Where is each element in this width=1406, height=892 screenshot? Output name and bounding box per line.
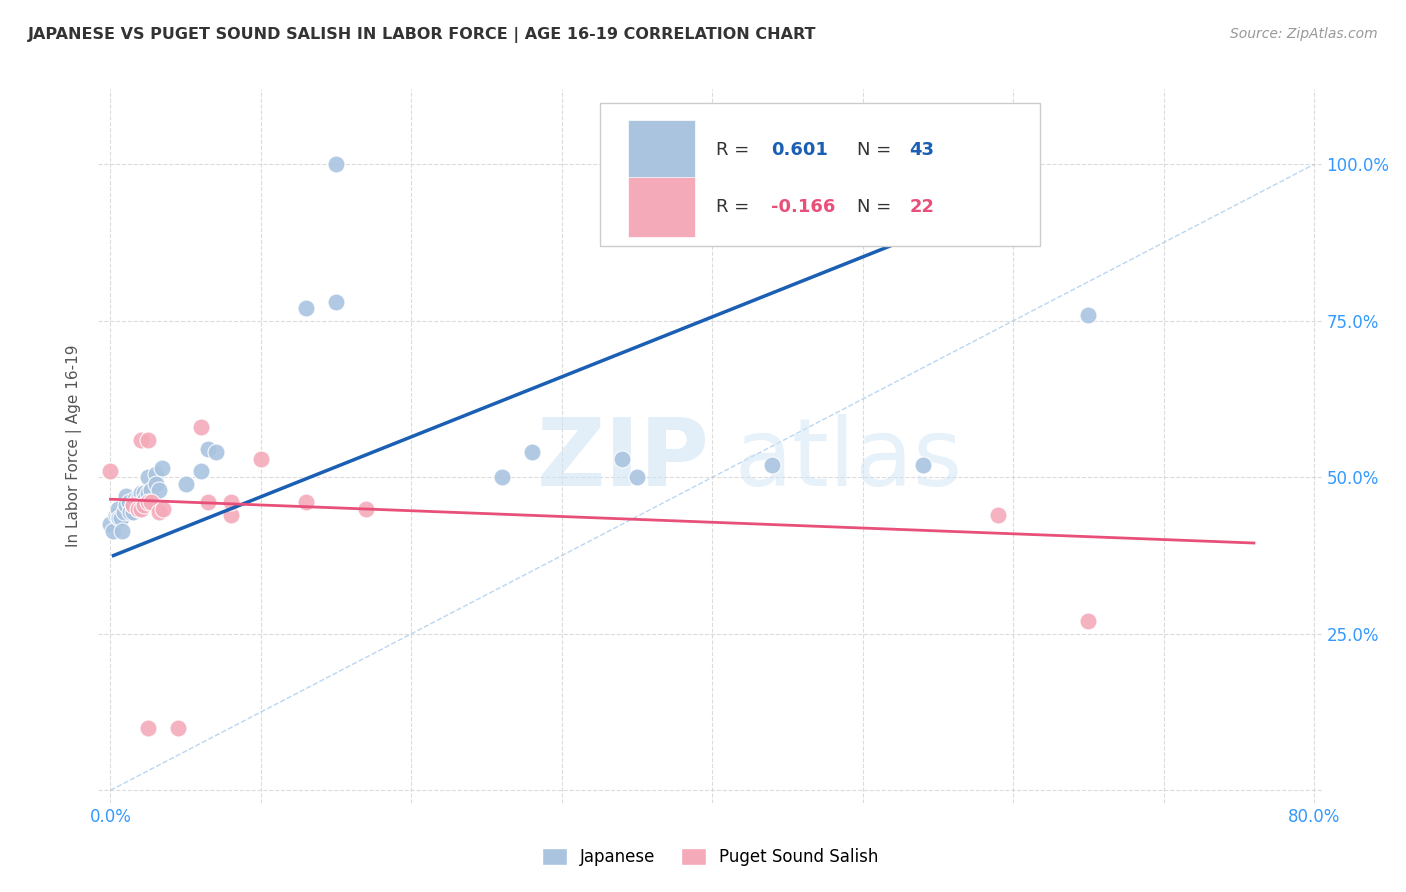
Point: [219, 495, 242, 509]
Text: N =: N =: [856, 198, 897, 216]
FancyBboxPatch shape: [600, 103, 1040, 246]
Point: [117, 495, 139, 509]
Point: [148, 505, 170, 519]
Text: atlas: atlas: [734, 414, 963, 507]
Point: [197, 495, 219, 509]
Point: [148, 483, 170, 497]
Text: -0.166: -0.166: [772, 198, 835, 216]
Point: [136, 495, 159, 509]
Point: [354, 501, 377, 516]
Point: [100, 517, 122, 532]
Point: [127, 501, 149, 516]
Point: [129, 501, 152, 516]
Text: N =: N =: [856, 141, 897, 159]
Point: [626, 470, 648, 484]
Point: [111, 524, 134, 538]
Point: [134, 492, 156, 507]
Point: [295, 495, 318, 509]
Point: [167, 721, 190, 735]
Point: [110, 511, 132, 525]
Point: [204, 445, 226, 459]
Point: [100, 464, 122, 478]
Point: [129, 433, 152, 447]
Point: [107, 508, 129, 522]
Point: [139, 495, 162, 509]
Point: [122, 499, 145, 513]
Point: [127, 492, 149, 507]
Point: [1077, 308, 1099, 322]
Legend: Japanese, Puget Sound Salish: Japanese, Puget Sound Salish: [541, 847, 879, 866]
Point: [114, 499, 136, 513]
Point: [107, 501, 129, 516]
Point: [190, 464, 212, 478]
Point: [129, 501, 152, 516]
Point: [132, 499, 155, 513]
Point: [174, 476, 197, 491]
Point: [122, 505, 145, 519]
Point: [250, 451, 273, 466]
FancyBboxPatch shape: [628, 177, 696, 237]
Point: [129, 486, 152, 500]
Point: [1077, 614, 1099, 628]
Point: [122, 499, 145, 513]
Text: 22: 22: [910, 198, 935, 216]
Point: [295, 301, 318, 316]
Point: [108, 511, 131, 525]
Point: [325, 295, 347, 310]
Y-axis label: In Labor Force | Age 16-19: In Labor Force | Age 16-19: [66, 344, 83, 548]
Point: [103, 524, 125, 538]
Point: [520, 445, 543, 459]
Point: [136, 433, 159, 447]
Text: R =: R =: [716, 198, 755, 216]
Point: [136, 486, 159, 500]
Text: Source: ZipAtlas.com: Source: ZipAtlas.com: [1230, 27, 1378, 41]
Point: [610, 451, 633, 466]
Text: JAPANESE VS PUGET SOUND SALISH IN LABOR FORCE | AGE 16-19 CORRELATION CHART: JAPANESE VS PUGET SOUND SALISH IN LABOR …: [28, 27, 817, 43]
Text: ZIP: ZIP: [537, 414, 710, 507]
Point: [219, 508, 242, 522]
FancyBboxPatch shape: [628, 120, 696, 180]
Point: [139, 483, 162, 497]
Text: 43: 43: [910, 141, 935, 159]
Point: [197, 442, 219, 457]
Point: [136, 470, 159, 484]
Point: [105, 508, 128, 522]
Point: [145, 467, 167, 482]
Point: [114, 489, 136, 503]
Point: [761, 458, 783, 472]
Point: [136, 721, 159, 735]
Point: [124, 492, 146, 507]
Point: [118, 505, 141, 519]
Point: [150, 461, 173, 475]
Point: [152, 501, 174, 516]
Point: [145, 476, 167, 491]
Point: [491, 470, 513, 484]
Point: [325, 157, 347, 171]
Text: R =: R =: [716, 141, 755, 159]
Point: [987, 508, 1010, 522]
Point: [911, 458, 934, 472]
Point: [112, 505, 135, 519]
Point: [190, 420, 212, 434]
Point: [132, 486, 155, 500]
Text: 0.601: 0.601: [772, 141, 828, 159]
Point: [127, 501, 149, 516]
